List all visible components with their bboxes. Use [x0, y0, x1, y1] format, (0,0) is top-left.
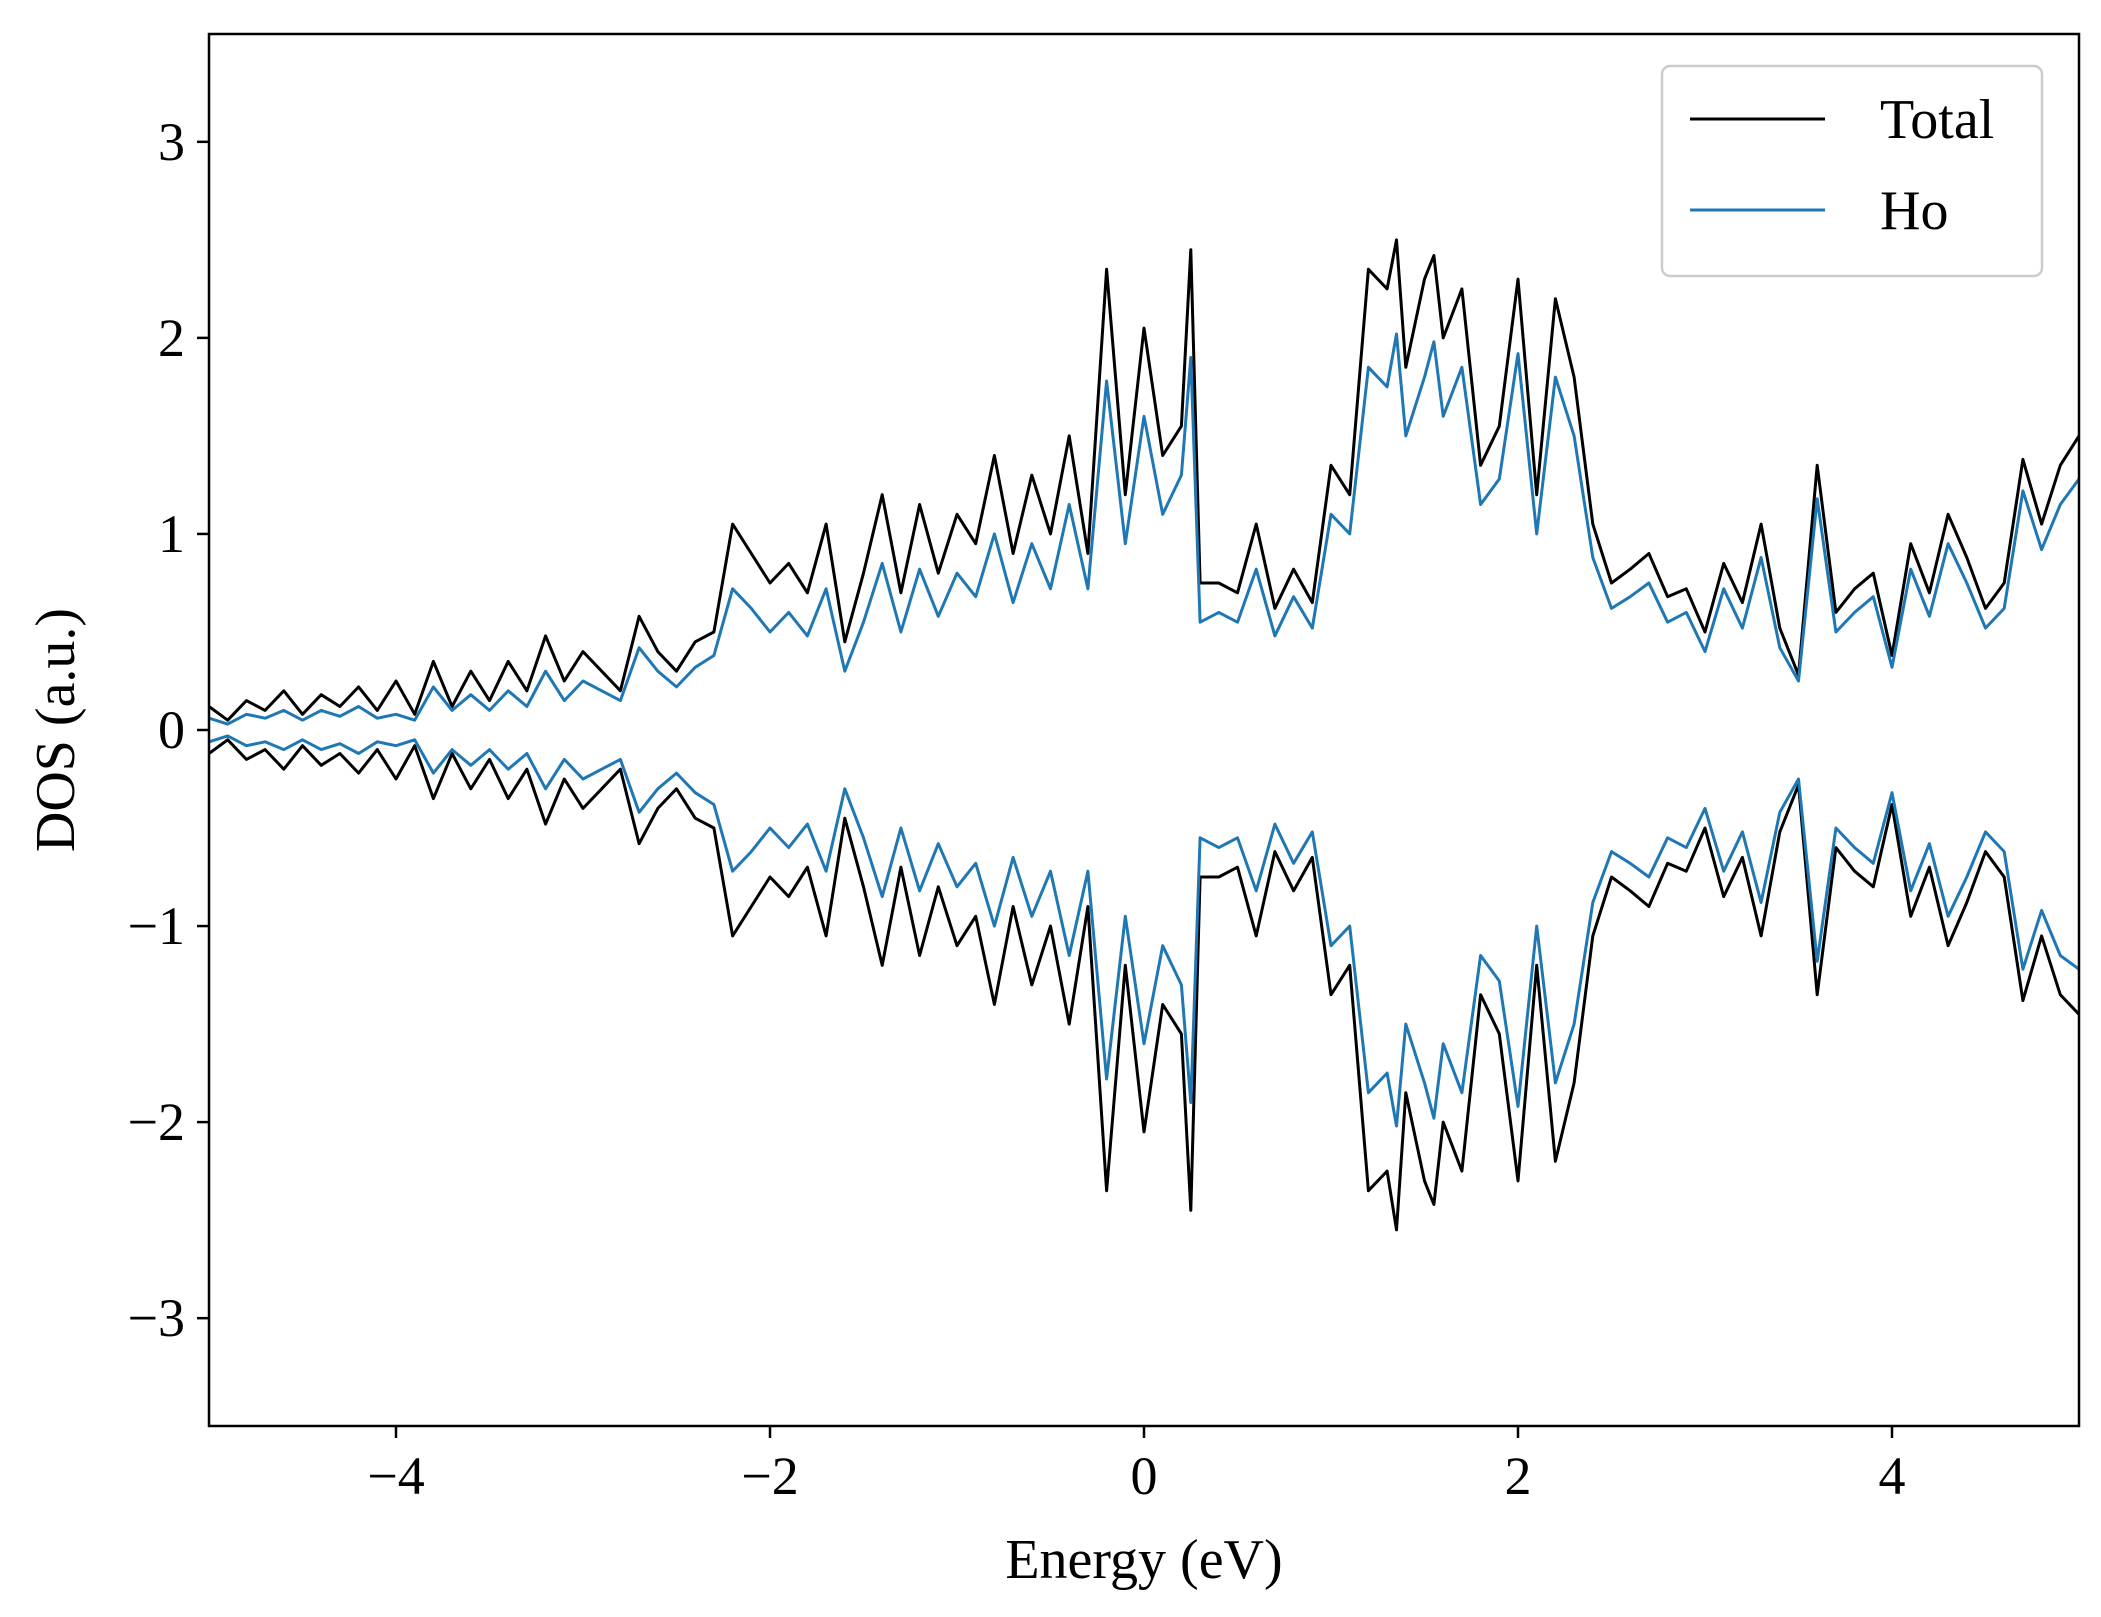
x-axis: −4 −2 0 2 4 [367, 1426, 1906, 1506]
y-axis-label: DOS (a.u.) [25, 608, 87, 852]
x-tick-label: 2 [1505, 1446, 1532, 1506]
y-tick-label: −3 [128, 1288, 185, 1348]
y-tick-label: −1 [128, 896, 185, 956]
x-tick-label: −2 [741, 1446, 798, 1506]
series-line-total-spin-up [209, 238, 2079, 722]
x-axis-label: Energy (eV) [1005, 1529, 1282, 1591]
legend-label-ho: Ho [1880, 180, 1948, 242]
x-tick-label: −4 [367, 1446, 424, 1506]
y-tick-label: 1 [158, 504, 185, 564]
y-tick-label: 3 [158, 112, 185, 172]
y-tick-label: 0 [158, 700, 185, 760]
y-axis: −3 −2 −1 0 1 2 3 [128, 112, 209, 1348]
x-tick-label: 0 [1131, 1446, 1158, 1506]
legend: Total Ho [1660, 64, 2044, 278]
y-tick-label: 2 [158, 308, 185, 368]
series-layer [209, 238, 2079, 1232]
y-tick-label: −2 [128, 1092, 185, 1152]
series-line-total-spin-down [209, 738, 2079, 1232]
x-tick-label: 4 [1879, 1446, 1906, 1506]
series-line-ho-spin-up [209, 332, 2079, 726]
legend-label-total: Total [1880, 89, 1994, 151]
series-line-ho-spin-down [209, 734, 2079, 1128]
